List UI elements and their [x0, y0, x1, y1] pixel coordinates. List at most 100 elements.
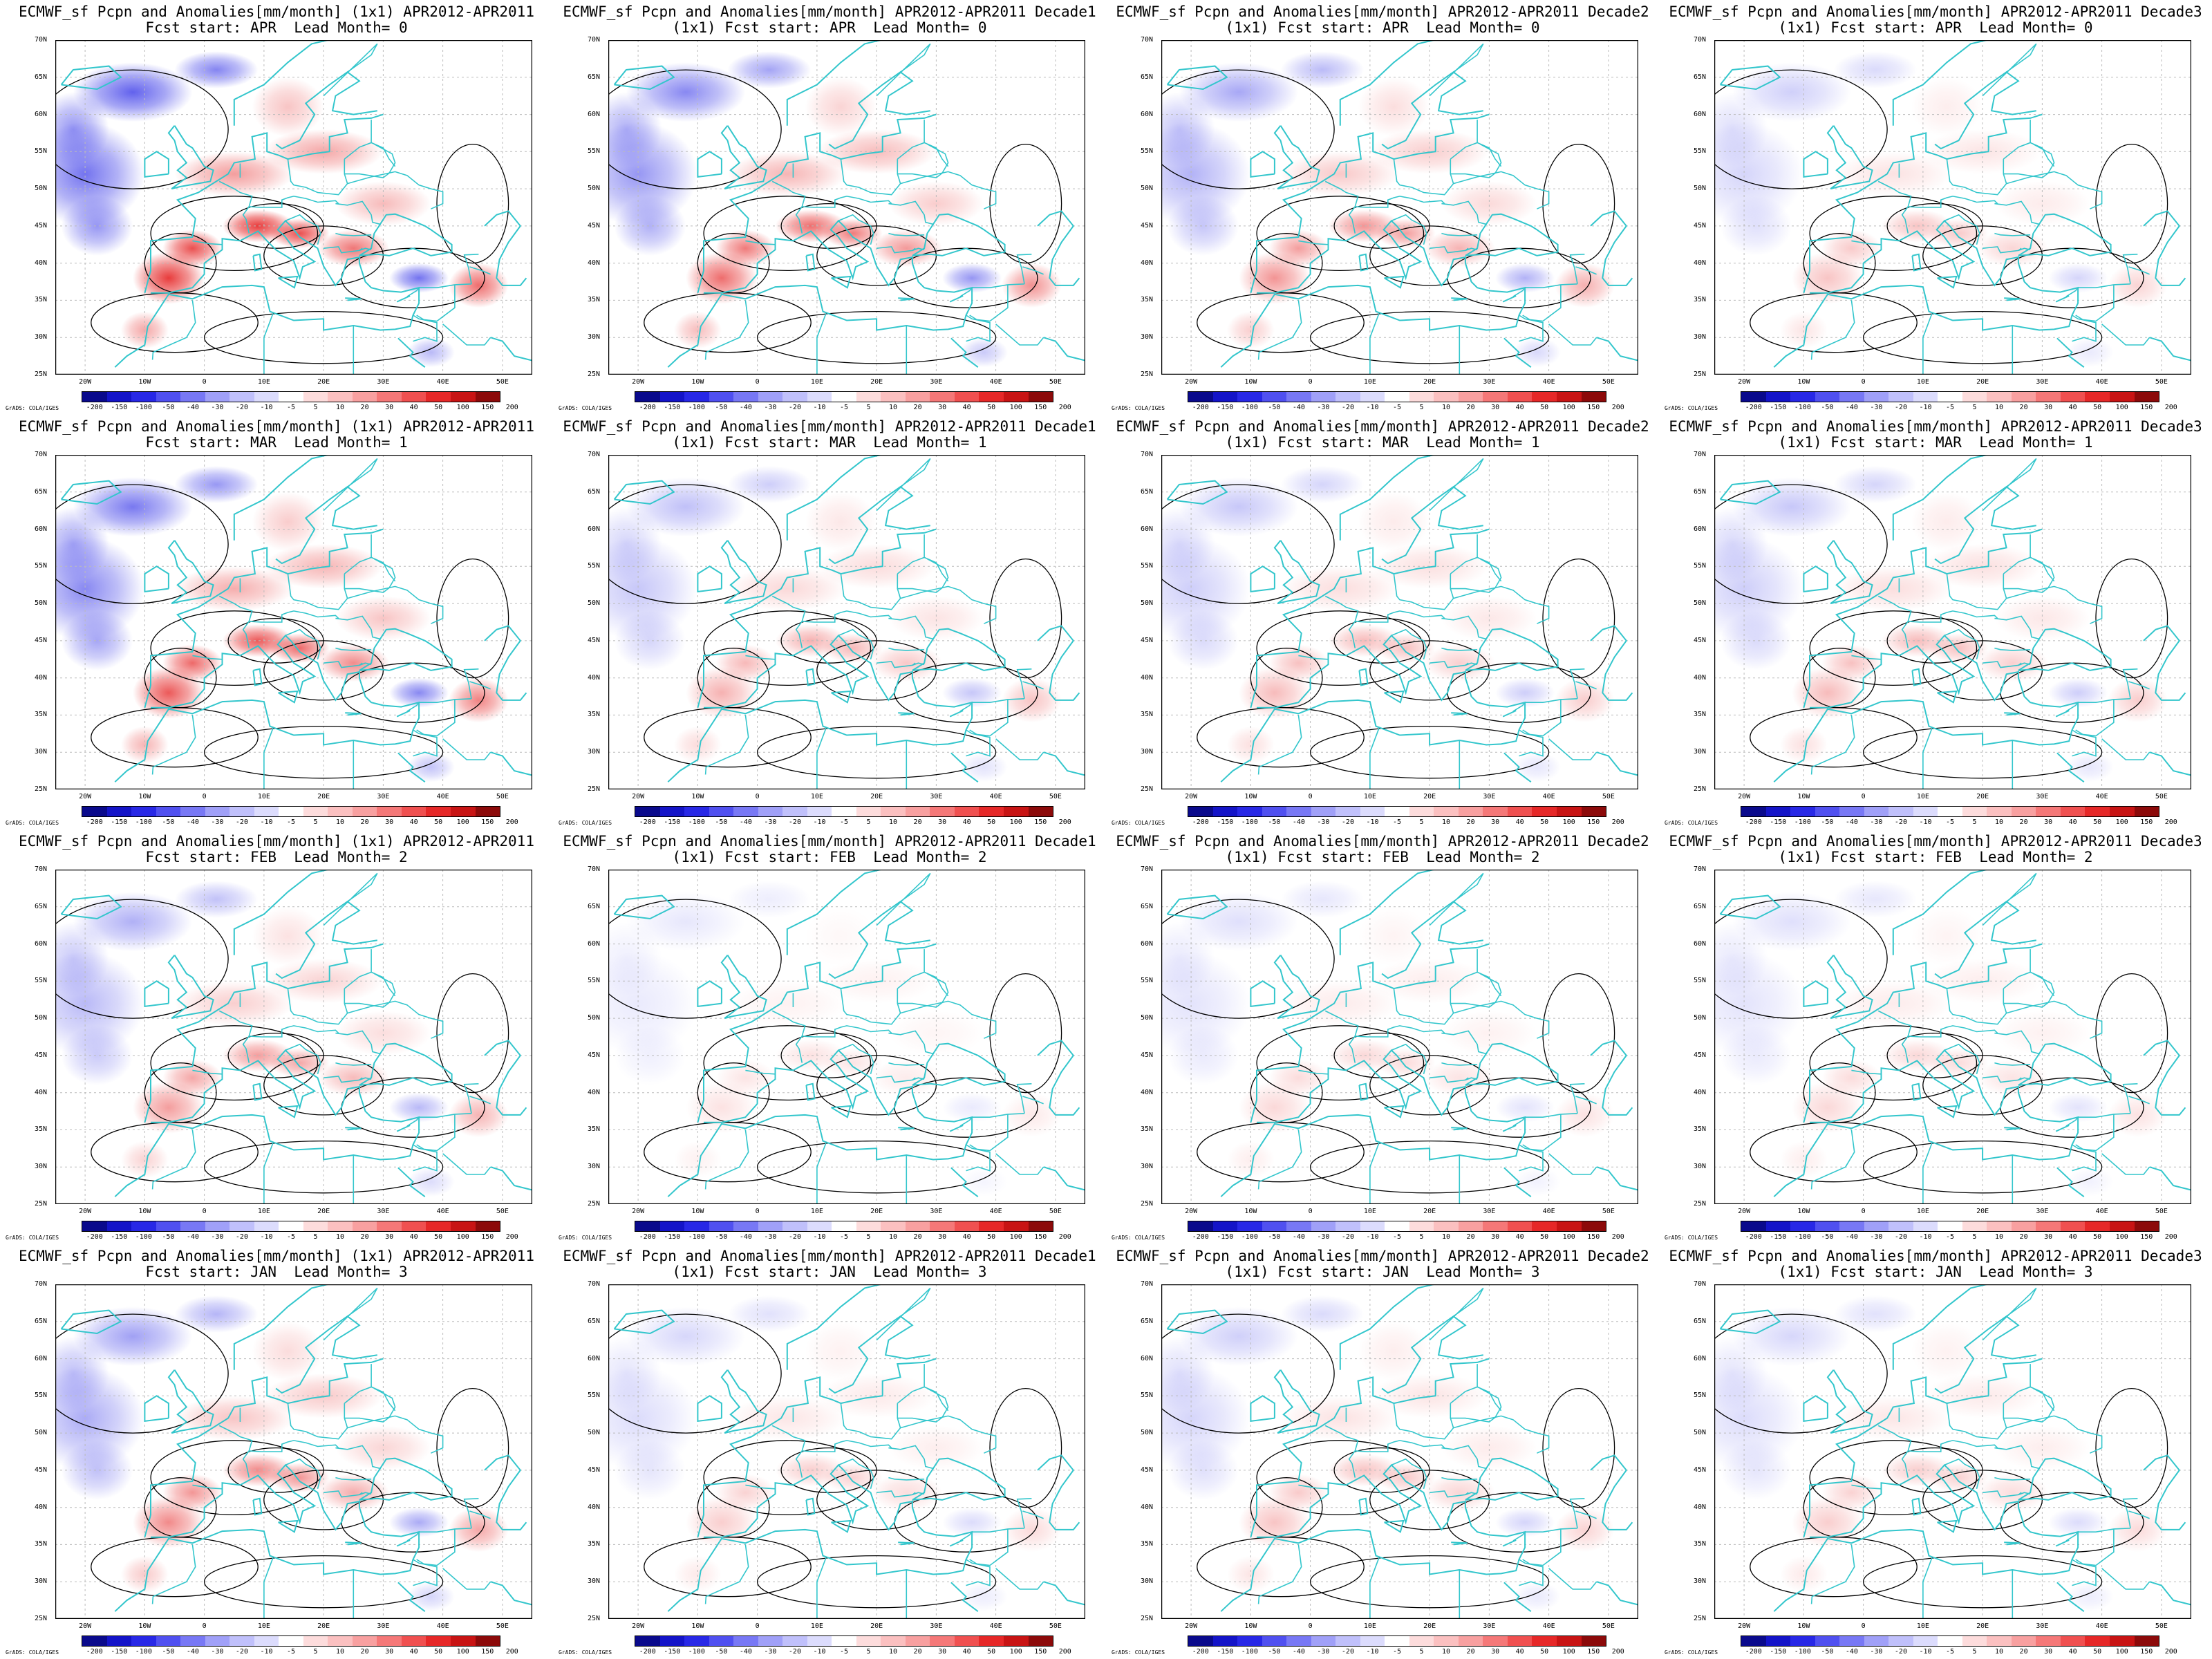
colorbar-label: -30	[764, 818, 777, 826]
colorbar-label: -30	[211, 1233, 224, 1241]
longitude-label: 30E	[2036, 1208, 2049, 1215]
longitude-label: 40E	[989, 1208, 1002, 1215]
longitude-label: 40E	[1542, 378, 1555, 386]
anomaly-area	[1779, 726, 1828, 764]
longitude-label: 50E	[496, 1622, 509, 1630]
colorbar-swatch	[2011, 1636, 2036, 1646]
colorbar	[1741, 806, 2159, 817]
longitude-label: 30E	[2036, 378, 2049, 386]
coastline	[1803, 1395, 1828, 1423]
colorbar-swatch	[426, 1221, 451, 1231]
longitude-label: 10E	[1916, 793, 1929, 800]
contour-line	[1862, 1555, 2103, 1609]
longitude-label: 0	[755, 378, 760, 386]
border-line	[897, 120, 925, 160]
border-line	[1022, 1510, 1044, 1519]
colorbar-label: -20	[235, 1648, 248, 1656]
border-line	[1512, 287, 1526, 297]
border-line	[1519, 315, 1544, 342]
border-line	[469, 681, 491, 690]
colorbar-swatch	[156, 807, 181, 816]
border-line	[406, 702, 420, 712]
anomaly-area	[1512, 337, 1561, 368]
colorbar-label: 5	[313, 818, 318, 826]
border-line	[1575, 266, 1597, 275]
anomaly-area	[1161, 507, 1215, 581]
border-line	[816, 313, 827, 375]
colorbar-label: 200	[1611, 1233, 1624, 1241]
colorbar-label: 100	[1009, 404, 1022, 411]
colorbar-label: 150	[1587, 818, 1600, 826]
colorbar-label: -50	[1268, 1648, 1281, 1656]
latitude-label: 45N	[1694, 636, 1707, 644]
border-line	[1994, 1030, 2041, 1055]
latitude-label: 35N	[35, 711, 48, 719]
colorbar-label: -20	[788, 818, 801, 826]
colorbar-label: -50	[715, 818, 728, 826]
latitude-label: 55N	[35, 1391, 48, 1400]
latitude-label: 70N	[588, 1280, 601, 1288]
coastline	[1911, 253, 1922, 272]
coastline	[2149, 1581, 2191, 1606]
map-panel: ECMWF_sf Pcpn and Anomalies[mm/month] AP…	[553, 415, 1106, 830]
anomaly-area	[406, 1582, 455, 1612]
contour-line	[989, 973, 1062, 1094]
border-line	[959, 702, 973, 712]
colorbar-label: 5	[866, 1233, 871, 1241]
grads-credit: GrADS: COLA/IGES	[1112, 405, 1165, 411]
colorbar-label: 50	[987, 818, 996, 826]
panel-subtitle: Fcst start: MAR Lead Month= 1	[145, 434, 408, 451]
grads-credit: GrADS: COLA/IGES	[1112, 820, 1165, 826]
border-line	[1393, 158, 1454, 196]
anomaly-area	[317, 644, 390, 682]
border-line	[2101, 738, 2150, 760]
border-line	[1512, 702, 1526, 712]
contour-line	[1309, 1555, 1550, 1609]
coastline	[144, 1358, 384, 1537]
border-line	[704, 300, 749, 360]
colorbar-label: -10	[1366, 1648, 1379, 1656]
longitude-label: 20E	[1423, 378, 1436, 386]
coastline	[484, 1040, 527, 1116]
colorbar-swatch	[156, 392, 181, 402]
panel-title: ECMWF_sf Pcpn and Anomalies[mm/month] AP…	[1669, 418, 2202, 435]
border-line	[1453, 1288, 1484, 1317]
colorbar-swatch	[1028, 1636, 1053, 1646]
colorbar-label: 5	[1972, 404, 1977, 411]
border-line	[900, 1415, 997, 1454]
border-line	[1453, 873, 1484, 902]
colorbar-label: 150	[2140, 1648, 2153, 1656]
anomaly-area	[55, 921, 109, 996]
contour-line	[816, 1470, 937, 1530]
anomaly-area	[1512, 752, 1561, 782]
border-line	[419, 283, 472, 288]
colorbar-swatch	[1741, 1221, 1766, 1231]
longitude-label: 10W	[1244, 378, 1257, 386]
anomaly-area	[2108, 677, 2168, 723]
colorbar-label: 100	[456, 1233, 469, 1241]
coastline	[1037, 625, 1080, 701]
colorbar-swatch	[1028, 807, 1053, 816]
latitude-label: 30N	[1694, 333, 1707, 341]
border-line	[1453, 171, 1550, 209]
coastline	[359, 1042, 453, 1086]
colorbar-label: 200	[505, 818, 518, 826]
border-line	[347, 1415, 444, 1454]
border-line	[2030, 556, 2055, 582]
contour-line	[1542, 1387, 1615, 1508]
anomaly-area	[1161, 92, 1215, 167]
longitude-label: 20W	[1738, 1622, 1751, 1630]
coastline	[697, 528, 937, 708]
border-line	[1355, 1025, 1445, 1038]
coastline	[2018, 628, 2112, 671]
colorbar-label: -5	[1392, 404, 1402, 411]
colorbar-swatch	[401, 392, 427, 402]
coastline	[1037, 1040, 1080, 1116]
coastline	[1719, 65, 1781, 91]
colorbar-swatch	[1003, 392, 1029, 402]
colorbar-label: -40	[1845, 1648, 1858, 1656]
coastline	[667, 219, 973, 368]
anomaly-area	[870, 644, 943, 682]
border-line	[1324, 1010, 1359, 1063]
coastline	[1502, 295, 1517, 303]
